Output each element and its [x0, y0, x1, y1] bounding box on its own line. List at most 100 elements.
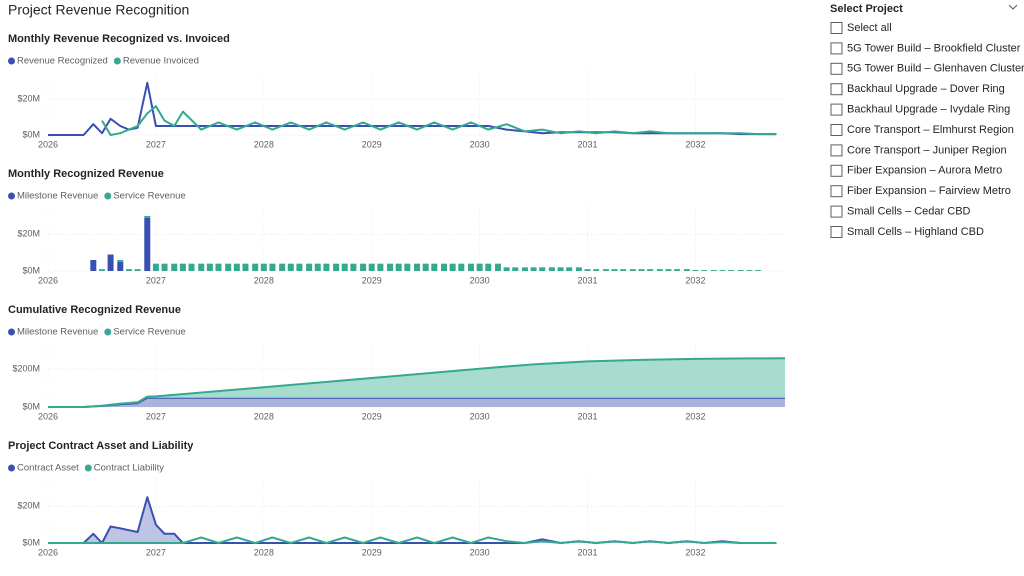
- y-tick-label: $0M: [22, 129, 40, 139]
- checkbox[interactable]: [830, 226, 843, 238]
- x-tick-label: 2027: [146, 275, 166, 285]
- bar: [333, 263, 340, 271]
- checkbox[interactable]: [830, 42, 843, 55]
- slicer-item[interactable]: Fiber Expansion – Aurora Metro: [847, 165, 1002, 177]
- bar: [584, 269, 591, 271]
- checkbox[interactable]: [830, 22, 843, 34]
- bar: [755, 270, 762, 271]
- x-tick-label: 2031: [578, 275, 598, 285]
- checkbox[interactable]: [830, 144, 843, 157]
- x-tick-label: 2026: [38, 547, 58, 557]
- bar: [125, 269, 132, 271]
- slicer-chevron[interactable]: [1008, 4, 1018, 10]
- slicer-item[interactable]: Core Transport – Juniper Region: [847, 144, 1007, 156]
- bar: [107, 254, 114, 271]
- checkbox[interactable]: [830, 62, 843, 75]
- bar: [188, 263, 195, 271]
- bar: [225, 263, 232, 271]
- y-tick-label: $0M: [22, 265, 40, 275]
- legend-label[interactable]: Revenue Invoiced: [123, 56, 199, 67]
- x-tick-label: 2032: [685, 275, 705, 285]
- slicer-item[interactable]: 5G Tower Build – Glenhaven Cluster: [847, 63, 1024, 75]
- checkbox[interactable]: [830, 103, 843, 116]
- page-title: Project Revenue Recognition: [8, 2, 189, 18]
- legend-marker: [104, 328, 112, 336]
- bar: [629, 269, 636, 271]
- legend-marker: [8, 328, 15, 336]
- chart-title: Monthly Recognized Revenue: [8, 168, 164, 180]
- checkbox[interactable]: [830, 164, 843, 177]
- bar: [306, 263, 313, 271]
- legend-label[interactable]: Service Revenue: [113, 327, 185, 338]
- area: [48, 397, 785, 407]
- bar: [161, 263, 168, 271]
- slicer-item[interactable]: Core Transport – Elmhurst Region: [847, 124, 1014, 136]
- bar: [387, 263, 394, 271]
- bar: [90, 260, 97, 271]
- x-tick-label: 2028: [254, 411, 274, 421]
- bar: [233, 263, 240, 271]
- bar: [674, 269, 681, 271]
- bar: [368, 263, 375, 271]
- slicer-item[interactable]: Select all: [847, 22, 892, 34]
- bar: [557, 267, 564, 271]
- bar: [144, 217, 151, 271]
- bar: [467, 263, 474, 271]
- bar: [171, 263, 178, 271]
- legend-label[interactable]: Milestone Revenue: [17, 191, 98, 202]
- x-tick-label: 2032: [685, 547, 705, 557]
- slicer-item[interactable]: Small Cells – Highland CBD: [847, 226, 984, 238]
- bar: [242, 263, 249, 271]
- x-tick-label: 2029: [362, 139, 382, 149]
- checkbox[interactable]: [830, 124, 843, 136]
- legend-marker: [8, 192, 15, 200]
- legend-label[interactable]: Milestone Revenue: [17, 327, 98, 338]
- slicer-item[interactable]: Fiber Expansion – Fairview Metro: [847, 185, 1011, 197]
- bar: [665, 269, 672, 271]
- bar: [746, 270, 753, 271]
- bar: [719, 270, 726, 271]
- legend-label[interactable]: Revenue Recognized: [17, 56, 108, 67]
- y-tick-label: $20M: [17, 229, 40, 239]
- legend-marker: [8, 57, 15, 65]
- slicer-item[interactable]: Small Cells – Cedar CBD: [847, 206, 971, 218]
- bar: [575, 267, 582, 271]
- bar: [323, 263, 330, 271]
- bar: [602, 269, 609, 271]
- x-tick-label: 2032: [685, 139, 705, 149]
- bar: [377, 263, 384, 271]
- area: [48, 358, 785, 407]
- bar: [710, 270, 717, 271]
- line: [48, 357, 786, 408]
- legend-label[interactable]: Contract Liability: [94, 463, 164, 474]
- bar: [737, 270, 744, 271]
- x-tick-label: 2026: [38, 411, 58, 421]
- legend-marker: [113, 57, 121, 65]
- bar: [117, 260, 124, 262]
- x-tick-label: 2027: [146, 139, 166, 149]
- x-tick-label: 2031: [578, 139, 598, 149]
- bar: [395, 263, 402, 271]
- bar: [350, 263, 357, 271]
- y-tick-label: $0M: [22, 537, 40, 547]
- line: [48, 536, 777, 544]
- checkbox[interactable]: [830, 205, 843, 218]
- bar: [512, 267, 519, 271]
- checkbox[interactable]: [830, 185, 843, 198]
- legend-marker: [8, 464, 15, 472]
- legend-label[interactable]: Service Revenue: [113, 191, 185, 202]
- x-tick-label: 2028: [254, 547, 274, 557]
- bar: [269, 263, 276, 271]
- bar: [539, 267, 546, 271]
- slicer-item[interactable]: 5G Tower Build – Brookfield Cluster: [847, 42, 1021, 54]
- bar: [449, 263, 456, 271]
- bar: [422, 263, 429, 271]
- bar: [179, 263, 186, 271]
- slicer-item[interactable]: Backhaul Upgrade – Ivydale Ring: [847, 104, 1010, 116]
- legend-label[interactable]: Contract Asset: [17, 463, 79, 474]
- bar: [414, 263, 421, 271]
- checkbox[interactable]: [830, 83, 843, 96]
- bar: [296, 263, 303, 271]
- bar: [548, 267, 555, 271]
- slicer-item[interactable]: Backhaul Upgrade – Dover Ring: [847, 83, 1005, 95]
